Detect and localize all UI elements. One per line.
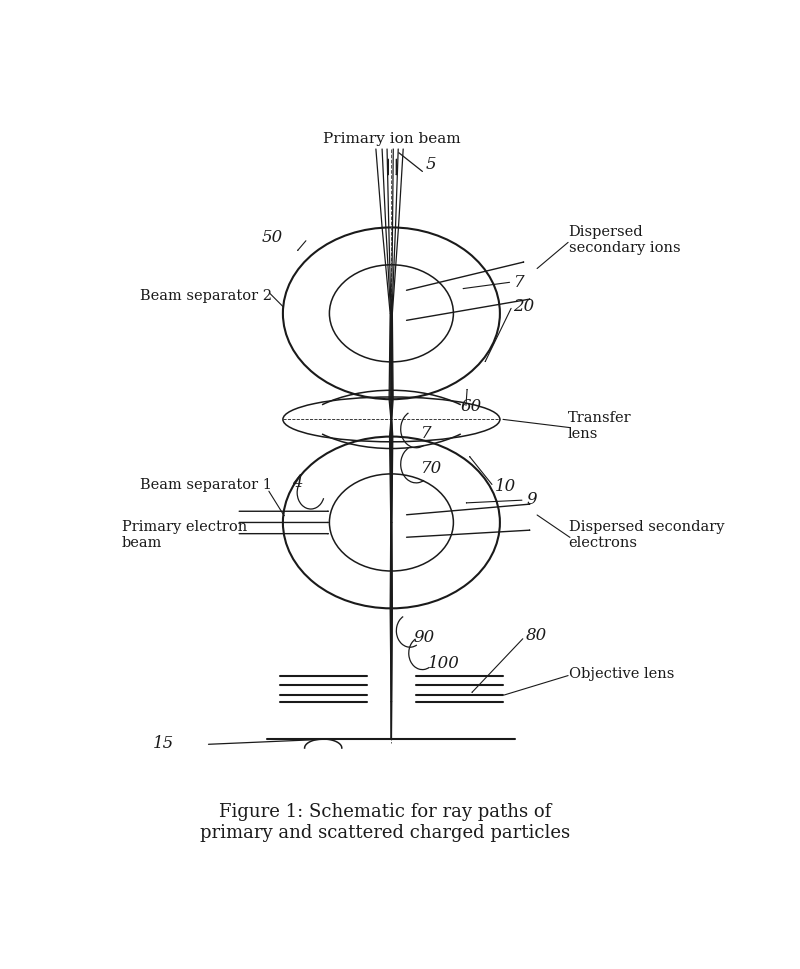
Text: 60: 60: [461, 397, 482, 415]
Text: Dispersed
secondary ions: Dispersed secondary ions: [569, 224, 680, 255]
Text: Primary electron
beam: Primary electron beam: [122, 519, 247, 549]
Text: 80: 80: [526, 626, 547, 643]
Text: 5: 5: [426, 156, 436, 173]
Text: 50: 50: [262, 229, 282, 246]
Text: 90: 90: [413, 629, 434, 645]
Text: Dispersed secondary
electrons: Dispersed secondary electrons: [569, 519, 724, 549]
Text: 20: 20: [514, 298, 534, 315]
Text: 15: 15: [153, 735, 174, 752]
Text: 7: 7: [421, 424, 432, 442]
Text: Primary ion beam: Primary ion beam: [322, 132, 460, 145]
Text: 7: 7: [514, 273, 524, 291]
Text: 100: 100: [427, 654, 459, 671]
Text: 70: 70: [421, 460, 442, 477]
Text: 9: 9: [526, 490, 537, 508]
Text: 10: 10: [495, 477, 516, 494]
Text: Figure 1: Schematic for ray paths of
primary and scattered charged particles: Figure 1: Schematic for ray paths of pri…: [200, 802, 570, 841]
Text: Transfer
lens: Transfer lens: [568, 411, 632, 441]
Text: Beam separator 2: Beam separator 2: [140, 289, 272, 302]
Text: Objective lens: Objective lens: [569, 667, 674, 680]
Text: 4: 4: [292, 474, 303, 490]
Text: Beam separator 1: Beam separator 1: [140, 477, 272, 491]
